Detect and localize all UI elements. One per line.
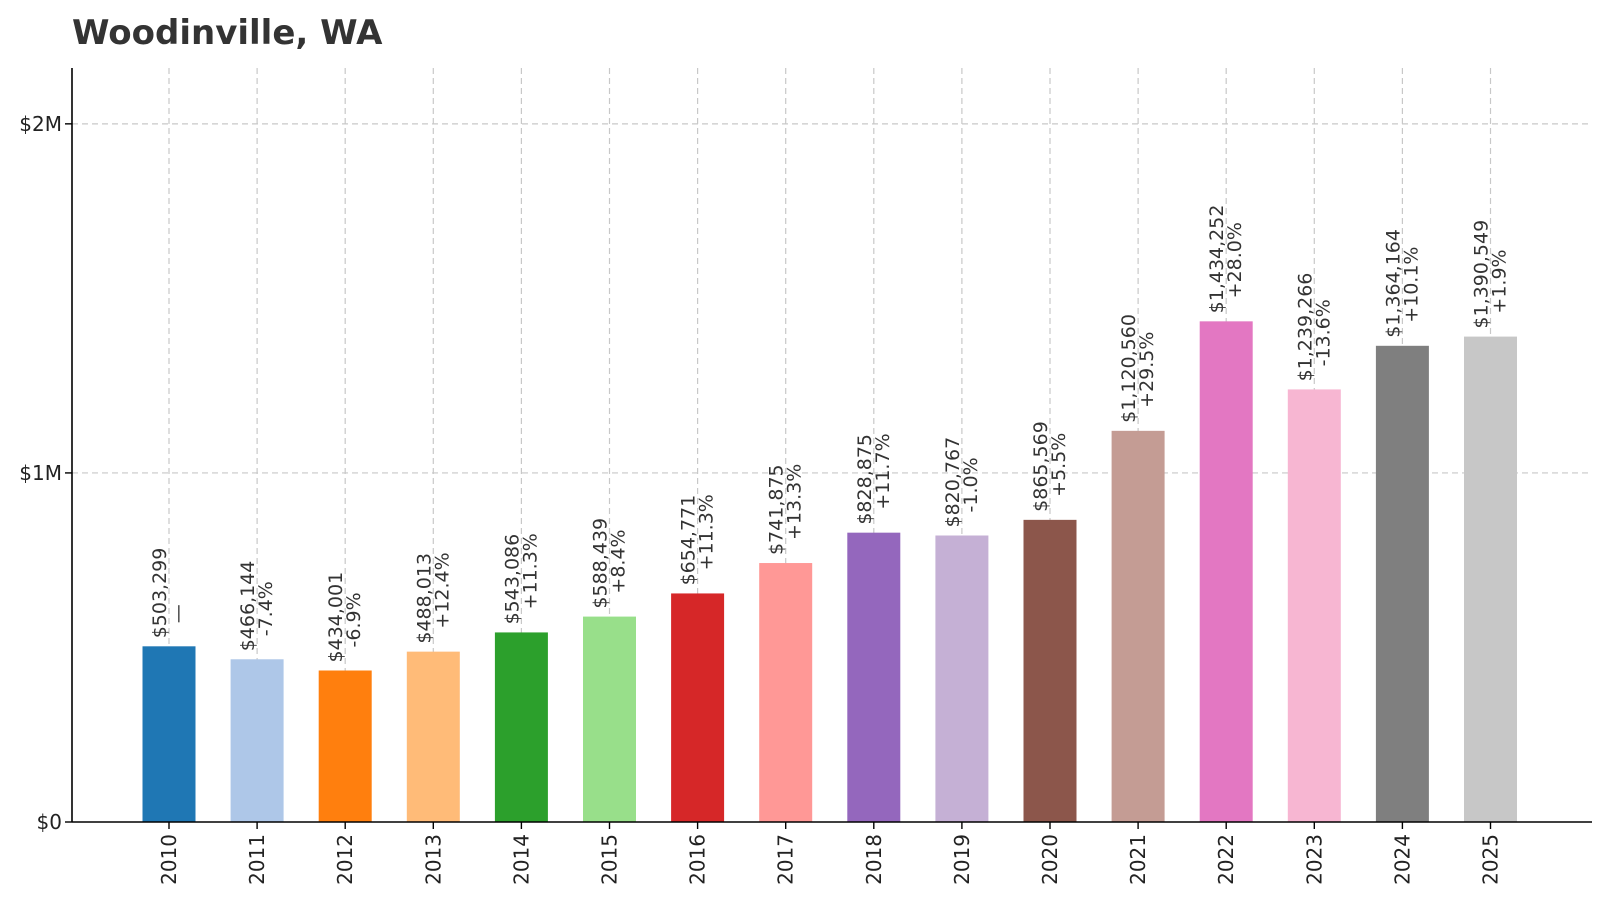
bar-2020 <box>1023 519 1077 822</box>
x-tick-label: 2013 <box>421 834 445 885</box>
bar-change-label: +5.5% <box>1048 433 1070 497</box>
bar-change-label: +11.3% <box>519 533 541 609</box>
bar-value-label: $1,239,266 <box>1294 273 1316 382</box>
x-tick-label: 2020 <box>1038 834 1062 885</box>
bar-value-label: $466,144 <box>237 561 259 652</box>
bar-2012 <box>318 670 372 822</box>
bar-change-label: +8.4% <box>608 529 630 593</box>
bar-2014 <box>494 632 548 822</box>
bar-change-label: +1.9% <box>1489 249 1511 313</box>
bar-change-label: -6.9% <box>343 592 365 647</box>
bar-2024 <box>1375 345 1429 822</box>
bar-2016 <box>671 593 725 822</box>
bar-2017 <box>759 563 813 822</box>
bar-2023 <box>1287 389 1341 822</box>
bar-value-label: $588,439 <box>590 518 612 609</box>
bar-change-label: +12.4% <box>431 552 453 628</box>
bar-2011 <box>230 659 284 822</box>
x-tick-label: 2023 <box>1302 834 1326 885</box>
x-tick-label: 2012 <box>333 834 357 885</box>
bar-2022 <box>1199 321 1253 822</box>
bar-value-label: $488,013 <box>413 553 435 644</box>
bar-change-label: +10.1% <box>1400 247 1422 323</box>
y-tick-label: $0 <box>37 810 62 834</box>
bar-value-label: $543,086 <box>501 534 523 625</box>
bar-value-label: $654,771 <box>678 495 700 586</box>
x-tick-label: 2010 <box>157 834 181 885</box>
grid-layer <box>72 68 1592 822</box>
x-tick-label: 2019 <box>950 834 974 885</box>
bar-2025 <box>1464 336 1517 822</box>
bar-layer <box>142 321 1517 822</box>
y-tick-label: $2M <box>19 112 62 136</box>
label-layer: $0 $1M $2M 2010 2011 2012 2013 2014 2015 2016 2017… <box>19 112 1510 885</box>
y-tick-label: $1M <box>19 461 62 485</box>
bar-value-label: $865,569 <box>1030 421 1052 512</box>
bar-2018 <box>847 532 901 822</box>
bar-change-label: -1.0% <box>960 457 982 512</box>
bar-2010 <box>142 646 196 822</box>
bar-value-label: $434,001 <box>325 572 347 663</box>
x-tick-label: 2017 <box>774 834 798 885</box>
x-tick-label: 2015 <box>598 834 622 885</box>
bar-2019 <box>935 535 989 822</box>
bar-value-label: $1,434,252 <box>1206 205 1228 314</box>
bar-change-label: -7.4% <box>255 581 277 636</box>
x-tick-label: 2021 <box>1126 834 1150 885</box>
axis-layer <box>65 68 1592 829</box>
bar-value-label: $828,875 <box>854 434 876 525</box>
bar-change-label: +11.3% <box>696 494 718 570</box>
x-tick-label: 2024 <box>1390 834 1414 885</box>
bar-change-label: +28.0% <box>1224 222 1246 298</box>
bar-change-label: -13.6% <box>1312 299 1334 366</box>
bar-value-label: $503,299 <box>149 548 171 639</box>
bar-2015 <box>583 616 636 822</box>
x-tick-label: 2022 <box>1214 834 1238 885</box>
bar-value-label: $1,120,560 <box>1118 314 1140 423</box>
bar-change-label: +13.3% <box>784 464 806 540</box>
x-tick-label: 2014 <box>509 834 533 885</box>
bar-value-label: $741,875 <box>766 464 788 555</box>
x-tick-label: 2011 <box>245 834 269 885</box>
bar-change-label: +11.7% <box>872 433 894 509</box>
chart-title: Woodinville, WA <box>72 13 383 53</box>
x-tick-label: 2018 <box>862 834 886 885</box>
bar-change-label: +29.5% <box>1136 332 1158 408</box>
bar-2021 <box>1111 430 1165 822</box>
x-tick-label: 2016 <box>686 834 710 885</box>
x-tick-label: 2025 <box>1479 834 1503 885</box>
bar-value-label: $1,364,164 <box>1382 229 1404 338</box>
bar-2013 <box>406 651 460 822</box>
bar-change-label: — <box>167 604 189 623</box>
bar-value-label: $1,390,549 <box>1471 220 1493 329</box>
bar-value-label: $820,767 <box>942 437 964 528</box>
